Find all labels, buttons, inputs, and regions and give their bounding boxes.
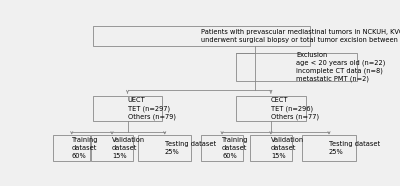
Text: Testing dataset
25%: Testing dataset 25%	[165, 141, 216, 155]
Text: Testing dataset
25%: Testing dataset 25%	[329, 141, 380, 155]
Bar	[93, 26, 310, 46]
Bar	[138, 135, 191, 161]
Text: Patients with prevascular mediastinal tumors in NCKUH, KVGH, E-Da Hospital
under: Patients with prevascular mediastinal tu…	[201, 29, 400, 43]
Text: Exclusion
age < 20 years old (n=22)
incomplete CT data (n=8)
metastatic PMT (n=2: Exclusion age < 20 years old (n=22) inco…	[296, 52, 386, 82]
Text: Validation
dataset
15%: Validation dataset 15%	[271, 137, 304, 159]
Text: Training
dataset
60%: Training dataset 60%	[222, 137, 248, 159]
Text: Training
dataset
60%: Training dataset 60%	[72, 137, 98, 159]
Bar	[236, 96, 306, 121]
Text: CECT
TET (n=296)
Others (n=77): CECT TET (n=296) Others (n=77)	[271, 97, 319, 120]
Bar	[302, 135, 356, 161]
Bar	[236, 53, 356, 81]
Bar	[250, 135, 292, 161]
Bar	[93, 96, 162, 121]
Bar	[53, 135, 90, 161]
Bar	[91, 135, 133, 161]
Bar	[201, 135, 243, 161]
Text: Validation
dataset
15%: Validation dataset 15%	[112, 137, 145, 159]
Text: UECT
TET (n=297)
Others (n=79): UECT TET (n=297) Others (n=79)	[128, 97, 176, 120]
